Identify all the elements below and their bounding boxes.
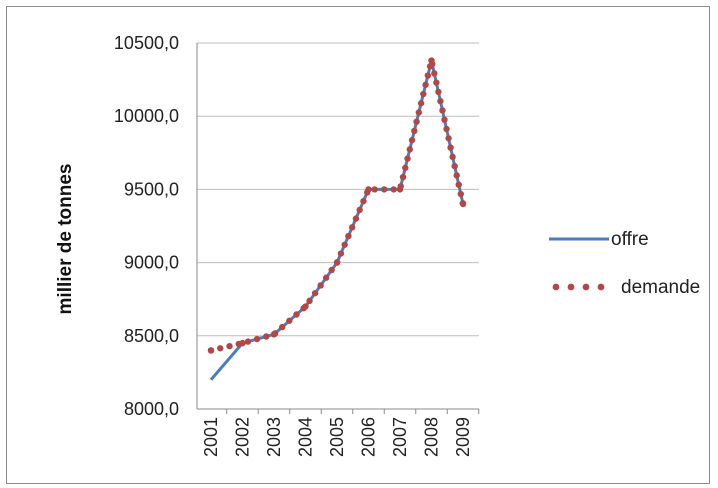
x-tick-label: 2005 (327, 417, 347, 457)
series-dot-demande (404, 155, 411, 162)
series-dot-demande (435, 88, 442, 96)
gridlines (197, 42, 479, 337)
legend-swatch-dot (567, 283, 575, 291)
series-dot-demande (443, 125, 450, 133)
series-dot-demande (341, 241, 348, 248)
series-dot-demande (408, 136, 416, 144)
series-dot-demande (413, 118, 420, 125)
series-dot-demande (411, 127, 418, 135)
data-point (459, 200, 467, 208)
series-dot-demande (406, 146, 413, 153)
series-dot-demande (286, 317, 293, 324)
series-dot-demande (457, 190, 464, 198)
series-dot-demande (337, 250, 345, 257)
series-dot-demande (356, 206, 363, 214)
series-dot-demande (415, 109, 423, 116)
x-tick-label: 2001 (201, 417, 221, 457)
series-dot-demande (317, 282, 324, 289)
series (207, 57, 467, 381)
series-dot-demande (447, 144, 454, 151)
series-dot-demande (217, 345, 224, 352)
data-point (365, 186, 372, 193)
data-point (396, 186, 404, 193)
legend-item-demande: demande (552, 277, 700, 298)
series-dot-demande (422, 81, 429, 88)
series-dot-demande (451, 162, 458, 170)
x-tick-label: 2004 (296, 417, 316, 457)
y-tick-label: 9000,0 (124, 253, 179, 273)
line-chart: 8000,0 8500,0 9000,0 9500,0 10000,0 10500,0 20… (55, 33, 700, 457)
x-tick-label: 2007 (390, 417, 410, 457)
x-tick-label: 2009 (453, 417, 473, 457)
series-dot-demande (431, 70, 438, 77)
series-dot-demande (439, 107, 446, 114)
series-dot-demande (352, 215, 360, 222)
x-tick-label: 2006 (359, 417, 379, 457)
series-dot-demande (306, 297, 313, 305)
data-point (428, 57, 435, 64)
chart-frame: 8000,0 8500,0 9000,0 9500,0 10000,0 10500,0 20… (6, 6, 710, 484)
series-dot-demande (279, 323, 286, 331)
series-dot-demande (226, 342, 233, 350)
data-point (302, 303, 309, 310)
x-tick-label: 2003 (264, 417, 284, 457)
series-dot-demande (380, 186, 388, 193)
series-dot-demande (371, 186, 378, 193)
series-demande (207, 57, 467, 354)
legend-label-demande: demande (621, 277, 700, 298)
y-axis-label: millier de tonnes (55, 164, 76, 315)
series-dot-demande (348, 224, 356, 231)
series-dot-demande (253, 335, 261, 343)
axes: 8000,0 8500,0 9000,0 9500,0 10000,0 10500,0 20… (114, 33, 480, 457)
y-tick-label: 8500,0 (124, 326, 179, 346)
series-dot-demande (293, 311, 300, 318)
series-dot-demande (263, 333, 270, 340)
series-dot-demande (399, 173, 407, 181)
legend-swatch-dot (582, 283, 590, 291)
series-dot-demande (455, 181, 462, 188)
series-dot-demande (437, 97, 444, 105)
series-line-offre (209, 59, 465, 381)
legend: offre demande (549, 229, 700, 298)
x-tick-label: 2002 (233, 417, 253, 457)
series-dot-demande (449, 153, 456, 161)
data-point (207, 347, 215, 354)
series-dot-demande (402, 164, 409, 172)
data-point (239, 339, 246, 347)
legend-label-offre: offre (611, 229, 649, 250)
y-tick-label: 9500,0 (124, 179, 179, 199)
y-tick-label: 10500,0 (114, 33, 179, 53)
series-dot-demande (441, 116, 448, 123)
data-point (333, 259, 341, 266)
y-tick-label: 8000,0 (124, 399, 179, 419)
series-dot-demande (311, 289, 319, 297)
y-tick-label: 10000,0 (114, 106, 179, 126)
series-dot-demande (244, 338, 252, 345)
x-tick-label: 2008 (422, 417, 442, 457)
data-point (270, 331, 278, 338)
series-dot-demande (420, 90, 427, 98)
series-dot-demande (433, 79, 440, 86)
series-dot-demande (322, 274, 330, 281)
series-dot-demande (453, 172, 460, 179)
legend-item-offre: offre (549, 229, 649, 250)
series-dot-demande (390, 186, 397, 193)
legend-swatch-dot (597, 283, 605, 291)
series-dot-demande (328, 266, 335, 274)
series-offre (209, 59, 465, 381)
series-dot-demande (424, 72, 432, 79)
series-dot-demande (360, 197, 367, 205)
series-dot-demande (345, 232, 352, 240)
series-dot-demande (445, 135, 452, 142)
legend-swatch-dot (552, 283, 560, 291)
series-dot-demande (417, 100, 425, 107)
